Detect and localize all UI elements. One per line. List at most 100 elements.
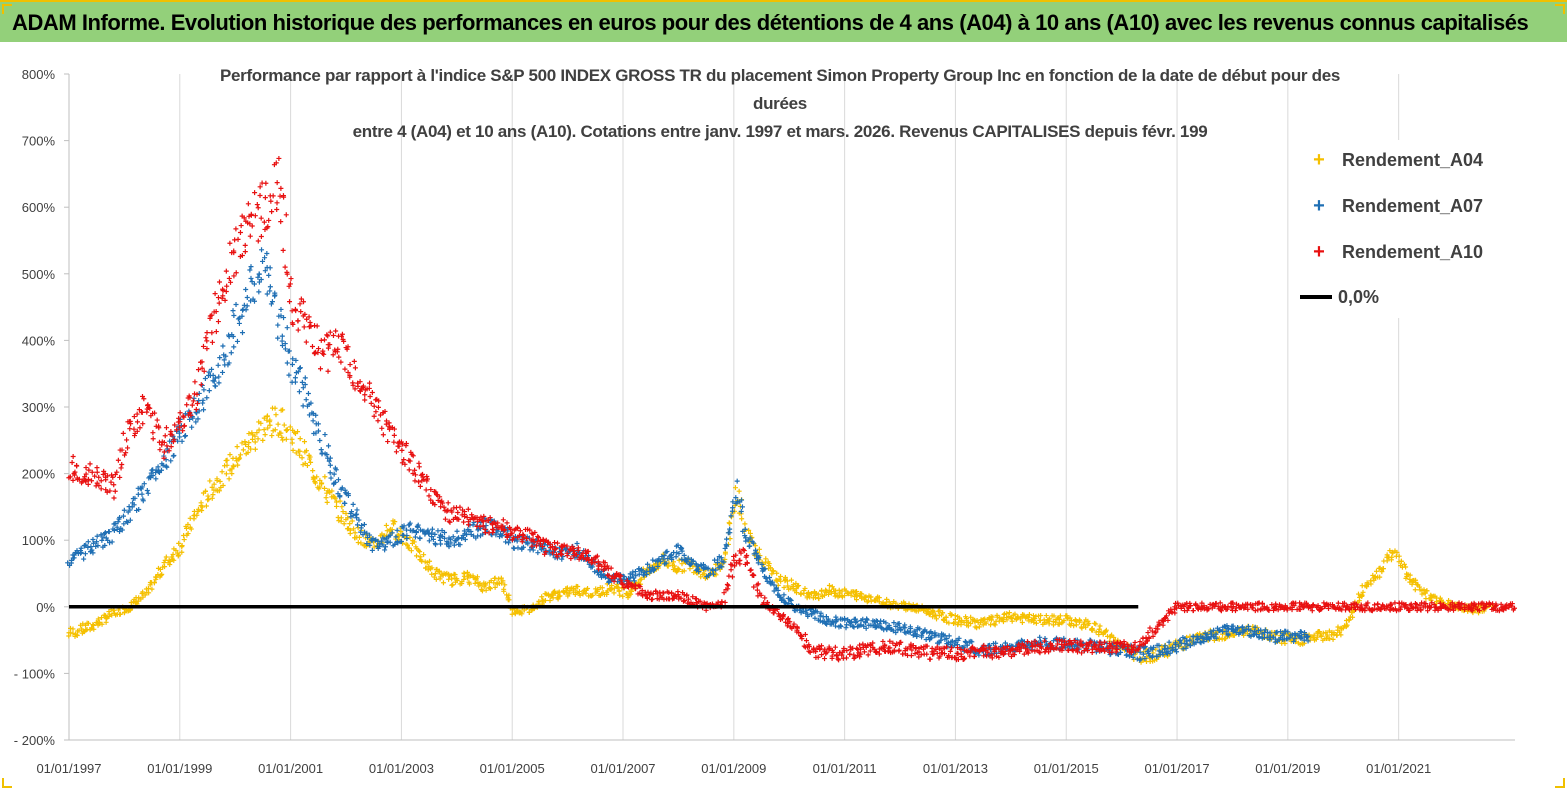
series-a07-point [750, 540, 756, 546]
series-a04-point [1396, 553, 1402, 559]
series-a07-point [193, 419, 199, 425]
series-a07-point [854, 618, 860, 624]
chart-title-line-2: durées [753, 94, 807, 113]
series-a10-point [1147, 625, 1153, 631]
series-a07-point [293, 357, 299, 363]
series-a07-point [724, 536, 730, 542]
series-a04-point [303, 448, 309, 454]
series-a04-point [727, 521, 733, 527]
series-a07-point [117, 529, 123, 535]
series-a10-point [832, 644, 838, 650]
series-a04-point [930, 609, 936, 615]
series-a10-point [1190, 608, 1196, 614]
series-a10-point [262, 195, 268, 201]
series-a04-point [339, 504, 345, 510]
series-a10-point [393, 449, 399, 455]
series-a10-point [224, 283, 230, 289]
series-a07-point [332, 479, 338, 485]
series-a07-point [417, 535, 423, 541]
series-a10-point [117, 474, 123, 480]
series-a04-point [157, 566, 163, 572]
series-a10-point [325, 368, 331, 374]
x-tick-label: 01/01/2007 [590, 761, 655, 776]
series-a04-point [1019, 619, 1025, 625]
series-a10-point [338, 359, 344, 365]
series-a07-point [150, 473, 156, 479]
series-a07-point [592, 569, 598, 575]
series-a04-point [329, 488, 335, 494]
series-a04-point [577, 592, 583, 598]
series-a07-point [127, 517, 133, 523]
series-a04-point [1025, 614, 1031, 620]
series-a04-point [943, 614, 949, 620]
series-a07-point [559, 556, 565, 562]
series-a04-point [408, 548, 414, 554]
series-a07-point [631, 578, 637, 584]
series-a07-point [1037, 634, 1043, 640]
series-a07-point [327, 462, 333, 468]
series-a04-point [854, 597, 860, 603]
y-tick-label: 500% [22, 267, 56, 282]
series-a07-point [145, 490, 151, 496]
series-a04-point [1334, 632, 1340, 638]
series-a07-point [206, 388, 212, 394]
series-a07-point [639, 568, 645, 574]
series-a04-point [747, 530, 753, 536]
series-a10-point [180, 413, 186, 419]
series-a10-point [70, 454, 76, 460]
series-a04-point [312, 480, 318, 486]
series-a04-point [316, 486, 322, 492]
series-a04-point [768, 565, 774, 571]
series-a10-point [111, 495, 117, 501]
series-a10-point [373, 409, 379, 415]
series-a04-point [1428, 597, 1434, 603]
series-a04-point [273, 412, 279, 418]
series-a07-point [864, 617, 870, 623]
series-a07-point [369, 547, 375, 553]
series-a10-point [491, 527, 497, 533]
series-a04-point [246, 440, 252, 446]
series-a04-point [1046, 621, 1052, 627]
series-a10-point [750, 572, 756, 578]
series-a10-point [321, 337, 327, 343]
series-a04-point [486, 585, 492, 591]
series-a10-point [255, 205, 261, 211]
series-a07-point [284, 325, 290, 331]
series-a04-point [988, 622, 994, 628]
series-a10-point [1132, 639, 1138, 645]
legend-label-a04: Rendement_A04 [1342, 149, 1484, 170]
series-a10-point [216, 300, 222, 306]
report-title: ADAM Informe. Evolution historique des p… [12, 10, 1529, 35]
series-a04-point [487, 586, 493, 592]
series-a04-point [1221, 636, 1227, 642]
series-a04-point [248, 446, 254, 452]
series-a07-point [94, 539, 100, 545]
series-a07-point [804, 607, 810, 613]
series-a10-point [111, 482, 117, 488]
series-a04-point [297, 436, 303, 442]
series-a10-point [112, 488, 118, 494]
series-a04-point [245, 450, 251, 456]
series-a10-point [122, 452, 128, 458]
series-a04-point [226, 476, 232, 482]
series-a07-point [302, 375, 308, 381]
series-a04-point [239, 440, 245, 446]
series-a10-point [233, 226, 239, 232]
series-a10-point [447, 519, 453, 525]
series-a07-point [398, 539, 404, 545]
series-a10-point [157, 447, 163, 453]
series-a04-point [488, 578, 494, 584]
series-a04-point [417, 549, 423, 555]
series-a04-point [545, 591, 551, 597]
series-a07-point [315, 421, 321, 427]
series-a04-point [249, 436, 255, 442]
series-a10-point [94, 469, 100, 475]
series-a10-point [306, 314, 312, 320]
series-a04-point [526, 609, 532, 615]
series-a04-point [575, 583, 581, 589]
series-a10-point [336, 354, 342, 360]
series-a07-point [140, 498, 146, 504]
series-a04-point [287, 424, 293, 430]
series-a10-point [268, 198, 274, 204]
series-a04-point [616, 588, 622, 594]
